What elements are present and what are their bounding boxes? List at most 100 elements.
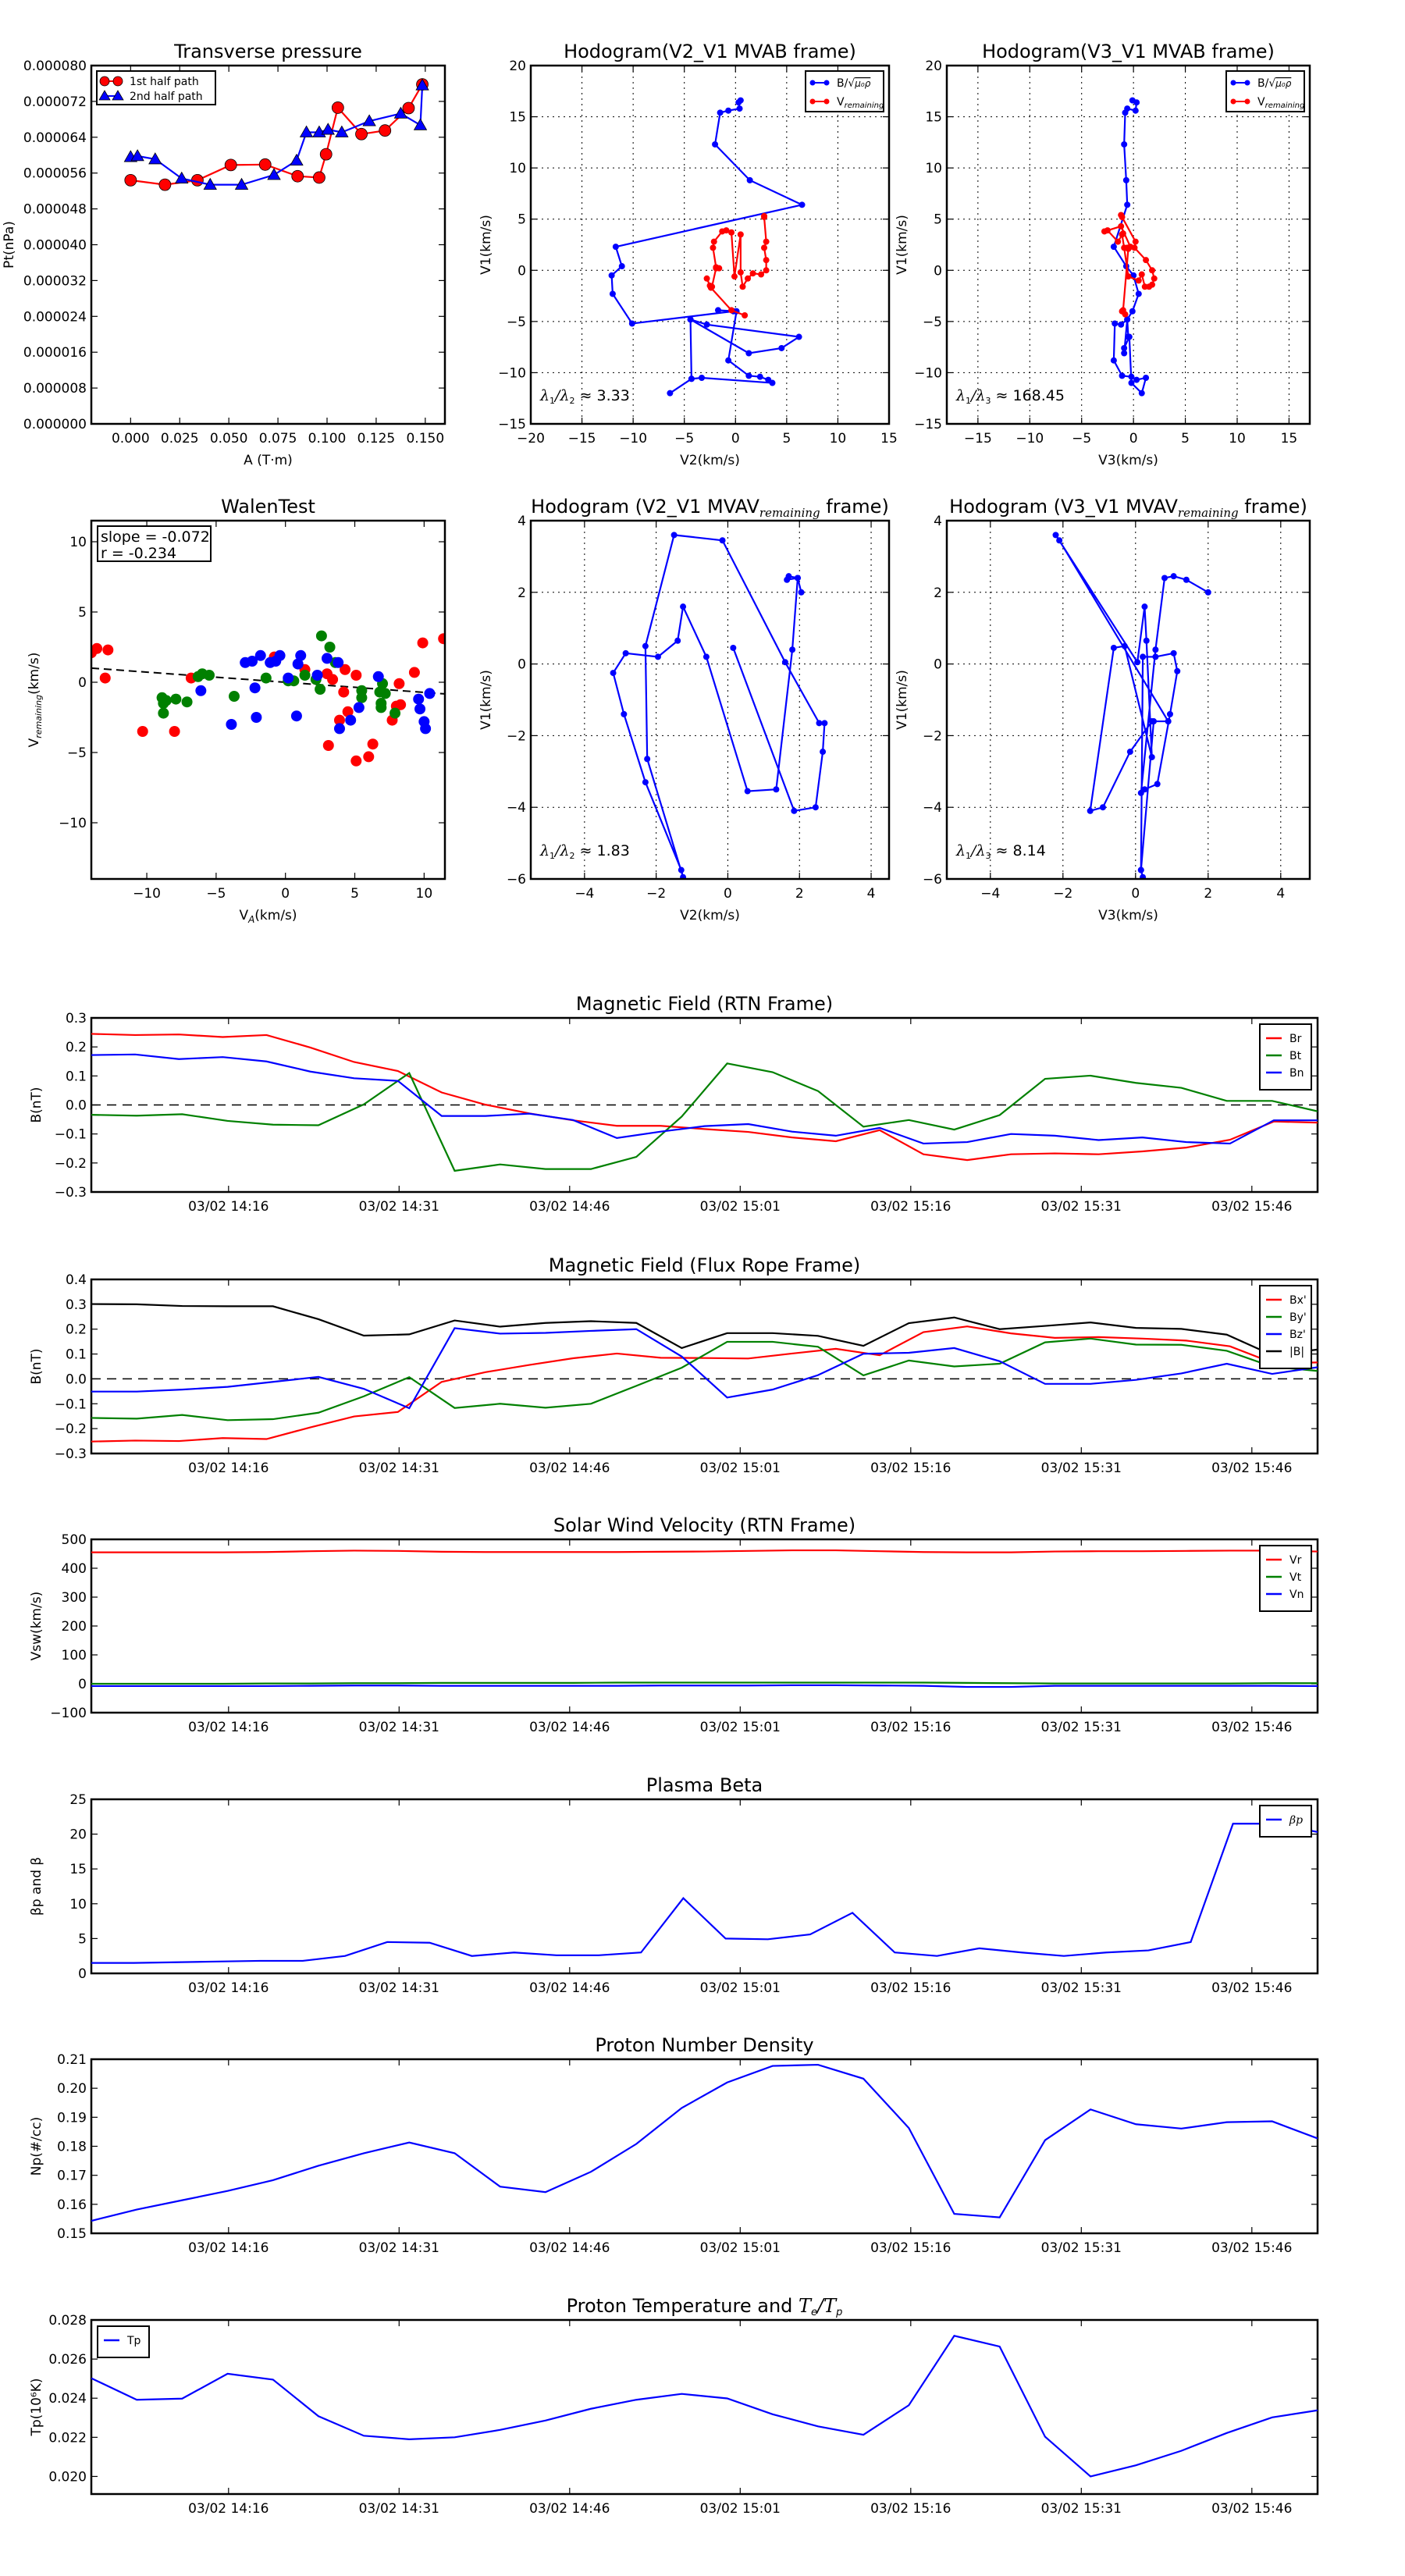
legend-box: [1259, 1545, 1312, 1612]
x-tick-label: 03/02 14:16: [188, 1980, 269, 1996]
data-point: [725, 357, 732, 364]
data-point: [1126, 749, 1133, 756]
x-axis-label: A (T·m): [244, 453, 293, 468]
data-point: [315, 630, 327, 642]
legend-label: Tp: [126, 2335, 141, 2347]
data-point: [761, 244, 768, 251]
y-tick-label: −0.3: [55, 1446, 87, 1462]
legend-marker: [823, 80, 830, 86]
legend-marker: [823, 98, 830, 105]
data-point: [224, 158, 237, 172]
y-tick-label: 0.000072: [23, 94, 87, 110]
x-tick-label: 03/02 14:46: [529, 1199, 610, 1215]
series-2nd-half-path: [123, 78, 429, 190]
y-tick-label: 25: [69, 1792, 87, 1808]
data-point: [773, 786, 780, 793]
x-tick-label: 03/02 15:01: [700, 1199, 781, 1215]
chart-title: Solar Wind Velocity (RTN Frame): [553, 1514, 855, 1536]
y-tick-label: 0.022: [48, 2430, 87, 2446]
data-point: [254, 649, 266, 661]
axes-frame: [90, 519, 446, 881]
data-point: [745, 372, 752, 379]
data-point: [1118, 222, 1125, 229]
data-point: [758, 271, 765, 278]
data-point: [1129, 308, 1136, 315]
data-point: [680, 603, 687, 610]
y-tick-label: −0.3: [55, 1185, 87, 1201]
legend-label: Vn: [1289, 1589, 1304, 1601]
data-point: [699, 374, 706, 381]
y-tick-label: 0.1: [66, 1347, 87, 1363]
data-point: [1119, 230, 1126, 237]
series-line-bx: [91, 1325, 1318, 1443]
x-tick-label: 03/02 15:16: [870, 1720, 951, 1735]
x-tick-label: 10: [416, 886, 433, 902]
data-point: [1138, 390, 1145, 397]
data-point: [372, 671, 384, 682]
data-point: [290, 153, 304, 166]
data-point: [414, 703, 426, 715]
x-tick-label: 03/02 15:31: [1041, 1720, 1122, 1735]
x-tick-label: 0.025: [161, 431, 199, 447]
data-point: [795, 333, 802, 340]
x-tick-label: 03/02 15:01: [700, 2240, 781, 2256]
y-tick-label: 10: [69, 535, 87, 550]
x-tick-label: −10: [133, 886, 161, 902]
x-tick-label: 0.150: [406, 431, 444, 447]
data-point: [791, 807, 798, 814]
data-point: [1056, 537, 1063, 544]
data-point: [379, 124, 392, 137]
y-tick-label: 0.000000: [23, 417, 87, 432]
data-point: [356, 692, 368, 703]
data-point: [292, 658, 304, 670]
data-point: [260, 672, 272, 684]
legend-marker: [112, 90, 124, 101]
y-tick-label: 0.000032: [23, 273, 87, 289]
y-tick-label: 0.2: [66, 1322, 87, 1338]
data-point: [283, 672, 294, 684]
legend-label: Vremaining: [837, 96, 884, 110]
data-point: [763, 267, 770, 274]
series-line-vr: [91, 1549, 1318, 1553]
series-line-bz: [91, 1327, 1318, 1410]
chart-title: Hodogram(V3_V1 MVAB frame): [982, 41, 1275, 62]
y-tick-label: 2: [518, 585, 526, 601]
legend-label: Bx': [1289, 1294, 1307, 1307]
data-point: [735, 99, 742, 106]
x-tick-label: 0.075: [259, 431, 297, 447]
series-line: [130, 85, 424, 186]
data-point: [1143, 637, 1150, 644]
axes-frame: [90, 2058, 1319, 2235]
data-point: [1140, 873, 1147, 879]
y-axis-label: V1(km/s): [478, 670, 494, 730]
data-point: [778, 344, 785, 351]
data-point: [712, 141, 719, 148]
x-tick-label: 5: [782, 431, 791, 447]
data-point: [393, 678, 405, 689]
x-tick-label: 4: [867, 886, 876, 902]
x-tick-label: −15: [964, 431, 992, 447]
x-tick-label: 03/02 14:46: [529, 1461, 610, 1476]
data-point: [736, 105, 743, 112]
data-point: [702, 653, 710, 660]
series-green: [156, 630, 401, 719]
data-point: [628, 320, 635, 327]
data-point: [610, 670, 617, 677]
x-tick-label: 03/02 15:01: [700, 1980, 781, 1996]
data-point: [622, 649, 629, 656]
series-vremaining: [610, 532, 828, 879]
x-tick-label: −4: [574, 886, 594, 902]
y-tick-label: −10: [914, 365, 942, 381]
y-tick-label: 0.17: [57, 2169, 87, 2184]
data-point: [816, 720, 823, 727]
axes-frame: [90, 1798, 1319, 1975]
x-tick-label: 0: [724, 886, 732, 902]
plot-area: [1101, 97, 1158, 397]
data-point: [1110, 644, 1117, 651]
y-tick-label: 300: [62, 1590, 87, 1606]
data-point: [311, 670, 323, 681]
y-tick-label: 0.0: [66, 1372, 87, 1387]
data-point: [258, 158, 272, 171]
data-point: [247, 656, 258, 667]
legend-label: |B|: [1289, 1346, 1304, 1358]
